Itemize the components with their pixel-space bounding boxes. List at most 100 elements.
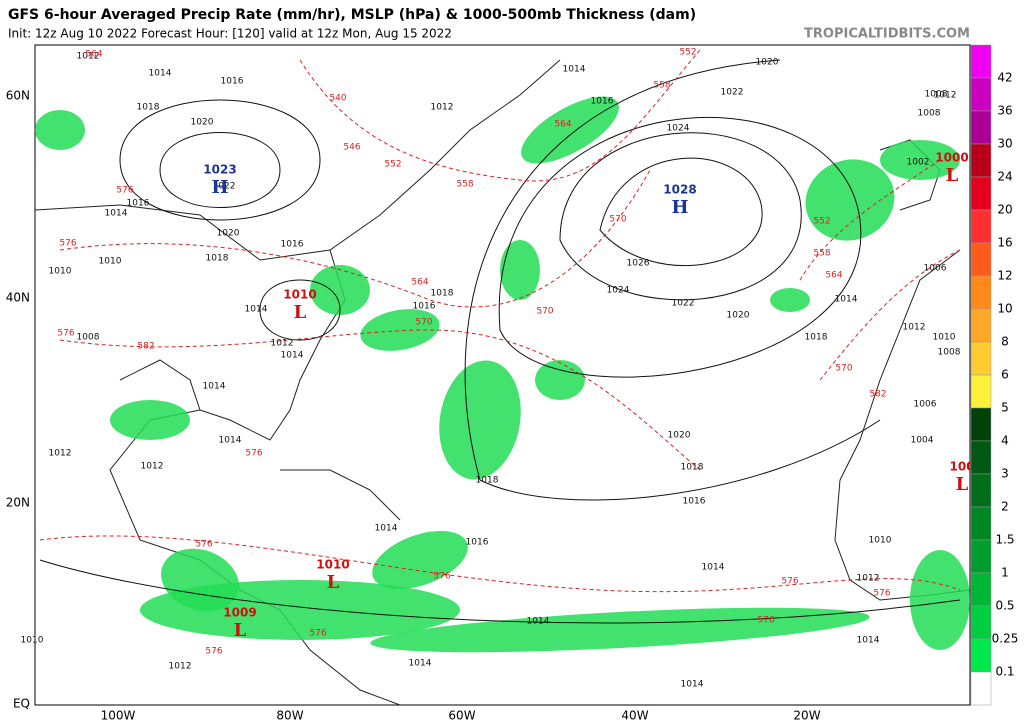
precip-blob: [910, 550, 970, 650]
isobar-label: 1020: [668, 431, 691, 441]
precip-blob: [880, 140, 960, 180]
lat-label: 60N: [6, 89, 30, 103]
colorbar-label: 20: [997, 203, 1012, 217]
center-letter: L: [946, 165, 959, 186]
center-value: 1028: [663, 183, 696, 197]
lon-label: 40W: [621, 709, 648, 723]
isobar-label: 1020: [727, 311, 750, 321]
thickness-lines: [39, 49, 961, 593]
lat-label: 40N: [6, 291, 30, 305]
colorbar-swatch: [970, 143, 992, 178]
colorbar-label: 4: [1001, 434, 1009, 448]
isobar-label: 1008: [77, 333, 100, 343]
thickness-label: 576: [781, 577, 798, 587]
isobar-label: 1002: [907, 158, 930, 168]
isobar-label: 1014: [563, 65, 586, 75]
isobar-label: 1010: [933, 333, 956, 343]
thickness-label: 552: [813, 217, 830, 227]
isobar-label: 1020: [217, 229, 240, 239]
thickness-label: 570: [536, 307, 553, 317]
isobar-label: 1014: [149, 69, 172, 79]
thickness-label: 558: [653, 81, 670, 91]
isobar-label: 1016: [127, 199, 150, 209]
thickness-label: 564: [411, 278, 428, 288]
isobar-label: 1018: [681, 463, 704, 473]
isobar-label: 1008: [938, 348, 961, 358]
isobar-label: 1014: [203, 382, 226, 392]
site-credit: TROPICALTIDBITS.COM: [804, 27, 970, 42]
isobar-label: 1012: [934, 91, 957, 101]
isobar-label: 1010: [99, 257, 122, 267]
colorbar-swatch: [970, 539, 992, 574]
isobar-label: 1012: [857, 574, 880, 584]
colorbar-swatch: [970, 605, 992, 640]
thickness-label: 576: [873, 589, 890, 599]
colorbar-label: 10: [997, 302, 1012, 316]
center-letter: L: [294, 302, 307, 323]
precip-blob: [310, 265, 370, 315]
isobar-label: 1018: [476, 476, 499, 486]
precip-blob: [521, 96, 619, 164]
center-value: 1010: [316, 558, 349, 572]
thickness-label: 552: [384, 160, 401, 170]
isobar-label: 1006: [924, 264, 947, 274]
precip-blob: [161, 548, 239, 612]
colorbar-swatch: [970, 77, 992, 112]
colorbar-swatch: [970, 572, 992, 607]
isobar-label: 1014: [702, 563, 725, 573]
colorbar-label: 24: [997, 170, 1012, 184]
isobar-label: 1018: [137, 103, 160, 113]
isobar-label: 1004: [911, 436, 934, 446]
isobar-label: 1012: [141, 462, 164, 472]
precip-blob: [535, 360, 585, 400]
precip-blob: [360, 309, 440, 351]
isobar-label: 1018: [431, 289, 454, 299]
colorbar-label: 12: [997, 269, 1012, 283]
isobar-label: 1012: [431, 103, 454, 113]
title: GFS 6-hour Averaged Precip Rate (mm/hr),…: [8, 7, 696, 23]
center-letter: L: [956, 474, 969, 495]
thickness-label: 570: [835, 364, 852, 374]
thickness-label: 570: [609, 215, 626, 225]
colorbar-label: 1: [1001, 566, 1009, 580]
isobar-label: 1022: [213, 182, 236, 192]
isobar-label: 1014: [105, 209, 128, 219]
center-letter: L: [327, 572, 340, 593]
thickness-label: 576: [433, 572, 450, 582]
colorbar-swatch: [970, 671, 992, 706]
isobar-label: 1014: [857, 636, 880, 646]
isobar-label: 1016: [221, 77, 244, 87]
isobar-label: 1012: [77, 52, 100, 62]
thickness-label: 576: [195, 540, 212, 550]
isobar-label: 1016: [683, 497, 706, 507]
colorbar-label: 8: [1001, 335, 1009, 349]
isobar-label: 1022: [721, 88, 744, 98]
isobar-label: 1014: [527, 617, 550, 627]
colorbar-swatch: [970, 308, 992, 343]
isobar-label: 1024: [607, 286, 630, 296]
thickness-label: 576: [757, 616, 774, 626]
thickness-label: 558: [456, 180, 473, 190]
thickness-label: 552: [679, 48, 696, 58]
isobar-label: 1016: [281, 240, 304, 250]
colorbar-swatch: [970, 275, 992, 310]
thickness-label: 558: [813, 249, 830, 259]
colorbar-label: 2: [1001, 500, 1009, 514]
precip-blob: [439, 360, 521, 480]
thickness-label: 582: [137, 342, 154, 352]
thickness-label: 564: [85, 50, 102, 60]
colorbar-label: 16: [997, 236, 1012, 250]
isobar-label: 1020: [191, 118, 214, 128]
isobar-label: 1024: [667, 124, 690, 134]
isobar-label: 1016: [591, 97, 614, 107]
precip-blob: [110, 400, 190, 440]
subtitle: Init: 12z Aug 10 2022 Forecast Hour: [12…: [8, 27, 452, 41]
lon-label: 60W: [448, 709, 475, 723]
isobar-label: 1006: [914, 400, 937, 410]
colorbar-swatch: [970, 110, 992, 145]
isobar-label: 1026: [627, 259, 650, 269]
thickness-label: 576: [245, 449, 262, 459]
